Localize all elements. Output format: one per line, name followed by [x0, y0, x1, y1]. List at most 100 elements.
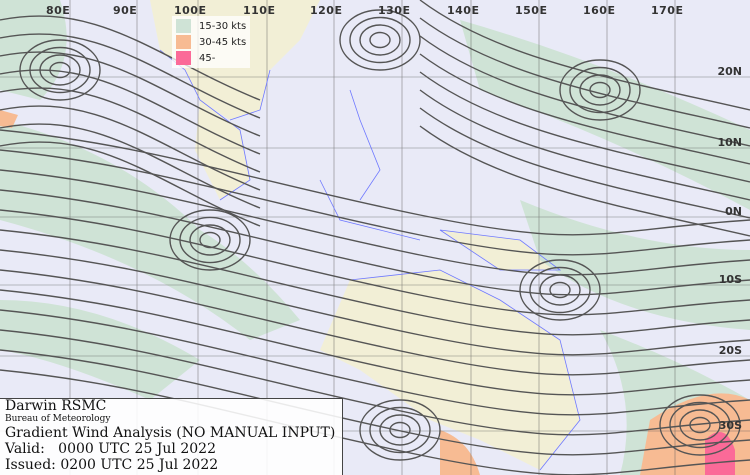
longitude-label: 170E — [651, 4, 684, 17]
land-australia — [320, 270, 580, 470]
streamline — [419, 125, 750, 237]
streamline — [539, 274, 581, 306]
streamline — [419, 0, 750, 111]
coastline — [349, 89, 381, 201]
streamline — [339, 9, 421, 71]
streamline — [0, 229, 750, 336]
streamline — [569, 66, 631, 114]
streamline — [0, 189, 750, 296]
streamline — [679, 409, 721, 441]
latitude-label: 30S — [718, 419, 742, 432]
wind-zone-15-30 — [0, 0, 67, 100]
streamline — [0, 15, 261, 101]
streamline — [189, 224, 231, 256]
latitude-label: 20S — [718, 344, 742, 357]
streamline — [349, 16, 411, 64]
valid-time: Valid: 0000 UTC 25 Jul 2022 — [5, 441, 216, 457]
streamline — [419, 17, 750, 129]
issued-time: Issued: 0200 UTC 25 Jul 2022 — [5, 457, 219, 473]
streamline — [369, 406, 431, 454]
land-newguinea — [440, 230, 560, 270]
coastline — [439, 229, 562, 271]
streamline — [0, 269, 750, 376]
streamline — [689, 416, 711, 434]
longitude-label: 110E — [243, 4, 276, 17]
wind-zone-15-30 — [520, 200, 750, 330]
legend-label: 45- — [199, 52, 216, 64]
latitude-label: 0N — [725, 205, 742, 218]
longitude-label: 160E — [583, 4, 616, 17]
agency-name: Bureau of Meteorology — [5, 414, 111, 424]
streamline — [49, 61, 71, 79]
streamline — [419, 107, 750, 219]
streamline — [419, 89, 750, 201]
streamline — [659, 394, 741, 456]
streamline — [0, 69, 261, 155]
streamline — [379, 414, 421, 446]
streamline — [179, 216, 241, 264]
streamline — [169, 209, 251, 271]
streamline — [579, 74, 621, 106]
wind-zone-30-45 — [0, 110, 18, 128]
latitude-label: 20N — [717, 65, 742, 78]
coastline — [349, 269, 581, 471]
legend-label: 30-45 kts — [199, 36, 247, 48]
title-box: Darwin RSMC Bureau of Meteorology Gradie… — [0, 398, 343, 475]
streamline — [0, 87, 261, 173]
longitude-label: 100E — [174, 4, 207, 17]
streamline — [0, 209, 750, 316]
longitude-label: 150E — [515, 4, 548, 17]
streamline — [0, 105, 261, 191]
streamline — [0, 149, 750, 256]
legend-label: 15-30 kts — [199, 20, 247, 32]
streamline — [519, 259, 601, 321]
streamline — [419, 53, 750, 165]
coastline — [319, 179, 421, 241]
streamline — [0, 369, 750, 475]
streamline — [0, 249, 750, 356]
streamline — [0, 33, 261, 119]
streamline — [199, 231, 221, 249]
legend-item: 30-45 kts — [176, 34, 246, 50]
longitude-label: 80E — [46, 4, 71, 17]
streamline — [389, 421, 411, 439]
streamline — [669, 401, 731, 449]
streamline — [0, 169, 750, 276]
coastline — [229, 69, 271, 121]
streamline — [559, 59, 641, 121]
longitude-label: 120E — [310, 4, 343, 17]
streamline — [419, 71, 750, 183]
wind-zone-15-30 — [0, 300, 200, 400]
streamline — [0, 123, 261, 209]
streamline — [39, 54, 81, 86]
streamline — [29, 46, 91, 94]
streamline — [419, 35, 750, 147]
streamline — [529, 266, 591, 314]
streamline — [0, 51, 261, 137]
land-indochina — [195, 100, 250, 200]
streamline — [589, 81, 611, 99]
streamline — [359, 399, 441, 461]
streamline — [0, 309, 750, 416]
legend-item: 15-30 kts — [176, 18, 246, 34]
longitude-label: 140E — [447, 4, 480, 17]
wind-zone-15-30 — [460, 20, 750, 210]
streamline — [19, 39, 101, 101]
legend-swatch — [176, 51, 191, 65]
longitude-label: 130E — [378, 4, 411, 17]
streamline — [359, 24, 401, 56]
streamline — [0, 329, 750, 436]
latitude-label: 10N — [717, 136, 742, 149]
legend-item: 45- — [176, 50, 246, 66]
streamline — [549, 281, 571, 299]
wind-speed-legend: 15-30 kts 30-45 kts 45- — [172, 16, 251, 68]
latitude-label: 10S — [718, 273, 742, 286]
streamline — [369, 31, 391, 49]
legend-swatch — [176, 19, 191, 33]
legend-swatch — [176, 35, 191, 49]
streamline — [0, 129, 750, 236]
longitude-label: 90E — [113, 4, 138, 17]
product-title: Gradient Wind Analysis (NO MANUAL INPUT) — [5, 425, 336, 441]
